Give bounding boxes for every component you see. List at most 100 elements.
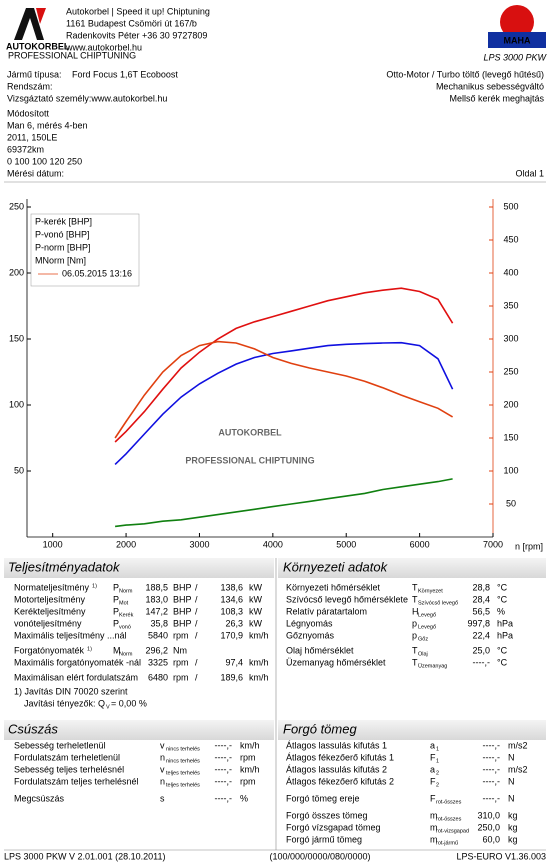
company-line: Autokorbel | Speed it up! Chiptuning: [66, 6, 210, 16]
row-value: 28,8: [472, 582, 490, 592]
row-label: Forgó összes tömeg: [286, 810, 368, 820]
row-value: ----,-: [483, 740, 501, 750]
row-value: ----,-: [483, 764, 501, 774]
row-value: 250,0: [477, 822, 500, 832]
row-symbol: P: [113, 582, 119, 592]
row-subscript: rot-vizsgapad: [436, 828, 469, 834]
row-subscript: Gőz: [418, 636, 428, 642]
row-label: Forgó jármű tömeg: [286, 834, 362, 844]
section-title: Csúszás: [8, 721, 58, 736]
legend-entry: P-kerék [BHP]: [35, 216, 92, 226]
x-tick-label: 7000: [483, 539, 503, 549]
row-separator: /: [195, 606, 198, 616]
company-line: 1161 Budapest Csömöri út 167/b: [66, 18, 197, 28]
row-value: 3325: [148, 657, 168, 667]
row-label: Átlagos lassulás kifutás 2: [286, 764, 387, 774]
row-separator: /: [195, 594, 198, 604]
row-value: 5840: [148, 630, 168, 640]
row-label: Forgó vízsgapad tömeg: [286, 822, 381, 832]
row-label: Környezeti hőmérséklet: [286, 582, 381, 592]
row-label: Üzemanyag hőmérséklet: [286, 657, 386, 667]
row-unit: km/h: [240, 740, 260, 750]
row-unit: km/h: [249, 657, 269, 667]
row-unit: kW: [249, 594, 263, 604]
row-separator: /: [195, 672, 198, 682]
row-unit: km/h: [249, 672, 269, 682]
row-subscript: Kerék: [119, 612, 134, 618]
row-value: 170,9: [220, 630, 243, 640]
y2-tick-label: 250: [503, 366, 518, 376]
y-tick-label: 200: [9, 267, 24, 277]
row-unit: °C: [497, 657, 508, 667]
row-subscript: teljes terhelés: [166, 770, 200, 776]
row-value: 189,6: [220, 672, 243, 682]
y2-tick-label: 350: [503, 300, 518, 310]
row-separator: /: [195, 657, 198, 667]
row-unit: hPa: [497, 630, 513, 640]
maha-name: MAHA: [504, 35, 531, 45]
row-symbol: T: [412, 657, 418, 667]
row-subscript: 1: [436, 746, 439, 752]
row-unit: BHP: [173, 582, 192, 592]
row-symbol: T: [412, 645, 418, 655]
row-symbol: T: [412, 582, 418, 592]
row-unit: kW: [249, 582, 263, 592]
series-line: [114, 287, 454, 443]
y2-tick-label: 450: [503, 234, 518, 244]
row-value: 296,2: [145, 645, 168, 655]
note-line: 2011, 150LE: [7, 132, 57, 142]
row-value: ----,-: [483, 776, 501, 786]
row-symbol: p: [412, 630, 417, 640]
row-subscript: nincs terhelés: [166, 746, 200, 752]
row-label: Megcsúszás: [14, 793, 65, 803]
legend-box: [30, 213, 140, 287]
row-symbol: n: [160, 776, 165, 786]
row-unit: °C: [497, 582, 508, 592]
vehicle-field: Vizsgáztató személy:www.autokorbel.hu: [7, 93, 167, 103]
row-label: Relatív páratartalom: [286, 606, 367, 616]
row-note: 1): [87, 646, 92, 652]
x-tick-label: 1000: [43, 539, 63, 549]
row-label: Átlagos lassulás kifutás 1: [286, 740, 387, 750]
logo-tagline: PROFESSIONAL CHIPTUNING: [8, 50, 136, 60]
row-label: Sebesség terheletlenül: [14, 740, 106, 750]
row-value: 22,4: [472, 630, 490, 640]
x-tick-label: 4000: [263, 539, 283, 549]
vehicle-field: Ford Focus 1,6T Ecoboost: [72, 69, 178, 79]
row-unit: rpm: [240, 752, 256, 762]
vehicle-field: Rendszám:: [7, 81, 53, 91]
section-title: Környezeti adatok: [283, 559, 389, 574]
row-value: 28,4: [472, 594, 490, 604]
row-note: 1): [92, 583, 97, 589]
row-unit: Nm: [173, 645, 187, 655]
row-value: 108,3: [220, 606, 243, 616]
watermark-name: AUTOKORBEL: [218, 427, 282, 437]
row-value: 56,5: [472, 606, 490, 616]
row-separator: /: [195, 630, 198, 640]
row-label: Légnyomás: [286, 618, 333, 628]
row-unit: hPa: [497, 618, 513, 628]
row-unit: km/h: [240, 764, 260, 774]
row-label: Fordulatszám teljes terhelésnél: [14, 776, 139, 786]
maha-model: LPS 3000 PKW: [483, 52, 547, 62]
row-value: 26,3: [225, 618, 243, 628]
section-band: [278, 558, 546, 578]
section-title: Teljesítményadatok: [8, 559, 121, 574]
row-symbol: P: [113, 618, 119, 628]
y-tick-label: 100: [9, 399, 24, 409]
legend-entry: P-vonó [BHP]: [35, 229, 90, 239]
note-line: 0 100 100 120 250: [7, 156, 82, 166]
note-line: 69372km: [7, 144, 44, 154]
row-unit: N: [508, 752, 515, 762]
row-value: 183,0: [145, 594, 168, 604]
row-subscript: 1: [436, 758, 439, 764]
legend-date: 06.05.2015 13:16: [62, 268, 132, 278]
row-symbol: v: [160, 764, 165, 774]
row-subscript: Üzemanyag: [418, 662, 447, 669]
row-unit: rpm: [240, 776, 256, 786]
row-label: Forgatónyomaték: [14, 645, 85, 655]
series-line: [114, 340, 454, 439]
row-subscript: Levegő: [418, 624, 436, 630]
footnote: 1) Javítás DIN 70020 szerint: [14, 686, 128, 696]
vehicle-field: Mechanikus sebességváltó: [436, 81, 544, 91]
